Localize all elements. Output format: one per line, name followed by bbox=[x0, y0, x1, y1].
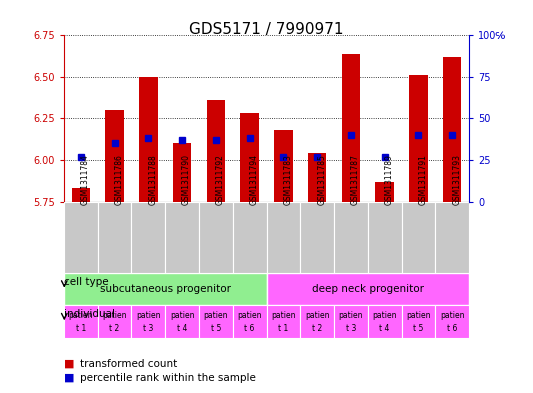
Text: GSM1311784: GSM1311784 bbox=[81, 154, 90, 205]
Bar bbox=[139, 77, 158, 202]
Text: GSM1311783: GSM1311783 bbox=[284, 154, 293, 205]
Bar bbox=[334, 305, 368, 338]
Text: ■: ■ bbox=[64, 358, 75, 369]
Bar bbox=[207, 100, 225, 202]
Bar bbox=[443, 57, 462, 202]
Text: GSM1311786: GSM1311786 bbox=[115, 154, 124, 205]
Text: t 2: t 2 bbox=[109, 324, 120, 333]
Text: patien: patien bbox=[102, 311, 127, 320]
Bar bbox=[266, 202, 300, 273]
Text: subcutaneous progenitor: subcutaneous progenitor bbox=[100, 284, 231, 294]
Bar bbox=[173, 143, 191, 202]
Bar bbox=[368, 202, 401, 273]
Bar bbox=[106, 110, 124, 202]
Text: patien: patien bbox=[237, 311, 262, 320]
Text: GSM1311789: GSM1311789 bbox=[385, 154, 394, 205]
Bar bbox=[132, 202, 165, 273]
Text: transformed count: transformed count bbox=[80, 358, 177, 369]
Text: t 3: t 3 bbox=[143, 324, 154, 333]
Text: GDS5171 / 7990971: GDS5171 / 7990971 bbox=[189, 22, 344, 37]
Text: GSM1311791: GSM1311791 bbox=[418, 154, 427, 205]
Text: t 3: t 3 bbox=[346, 324, 356, 333]
Bar bbox=[435, 305, 469, 338]
Bar bbox=[98, 305, 132, 338]
Bar bbox=[165, 202, 199, 273]
Text: t 4: t 4 bbox=[379, 324, 390, 333]
Bar bbox=[71, 188, 90, 202]
Text: GSM1311794: GSM1311794 bbox=[249, 154, 259, 205]
Text: GSM1311787: GSM1311787 bbox=[351, 154, 360, 205]
Bar bbox=[98, 202, 132, 273]
Bar bbox=[266, 273, 469, 305]
Bar bbox=[266, 305, 300, 338]
Text: GSM1311788: GSM1311788 bbox=[148, 154, 157, 205]
Text: t 1: t 1 bbox=[278, 324, 288, 333]
Text: deep neck progenitor: deep neck progenitor bbox=[312, 284, 424, 294]
Text: patien: patien bbox=[170, 311, 195, 320]
Bar bbox=[300, 305, 334, 338]
Text: t 6: t 6 bbox=[245, 324, 255, 333]
Text: patien: patien bbox=[136, 311, 160, 320]
Text: patien: patien bbox=[406, 311, 431, 320]
Text: GSM1311792: GSM1311792 bbox=[216, 154, 225, 205]
Text: GSM1311790: GSM1311790 bbox=[182, 154, 191, 205]
Text: t 1: t 1 bbox=[76, 324, 86, 333]
Bar bbox=[199, 202, 233, 273]
Text: patien: patien bbox=[305, 311, 329, 320]
Bar bbox=[300, 202, 334, 273]
Text: t 5: t 5 bbox=[211, 324, 221, 333]
Text: patien: patien bbox=[69, 311, 93, 320]
Bar bbox=[368, 305, 401, 338]
Text: ■: ■ bbox=[64, 373, 75, 383]
Text: t 6: t 6 bbox=[447, 324, 457, 333]
Bar bbox=[165, 305, 199, 338]
Text: percentile rank within the sample: percentile rank within the sample bbox=[80, 373, 256, 383]
Bar bbox=[409, 75, 427, 202]
Text: patien: patien bbox=[204, 311, 228, 320]
Text: patien: patien bbox=[440, 311, 464, 320]
Text: cell type: cell type bbox=[64, 277, 109, 287]
Bar bbox=[64, 273, 266, 305]
Bar bbox=[199, 305, 233, 338]
Bar bbox=[233, 202, 266, 273]
Bar bbox=[233, 305, 266, 338]
Bar bbox=[401, 305, 435, 338]
Text: GSM1311793: GSM1311793 bbox=[452, 154, 461, 205]
Text: patien: patien bbox=[338, 311, 363, 320]
Text: patien: patien bbox=[373, 311, 397, 320]
Text: GSM1311785: GSM1311785 bbox=[317, 154, 326, 205]
Text: t 2: t 2 bbox=[312, 324, 322, 333]
Text: individual: individual bbox=[64, 309, 115, 320]
Text: t 5: t 5 bbox=[413, 324, 424, 333]
Text: patien: patien bbox=[271, 311, 296, 320]
Bar bbox=[274, 130, 293, 202]
Bar bbox=[435, 202, 469, 273]
Bar bbox=[64, 202, 98, 273]
Bar bbox=[401, 202, 435, 273]
Bar bbox=[240, 114, 259, 202]
Bar bbox=[132, 305, 165, 338]
Bar bbox=[308, 153, 326, 202]
Text: t 4: t 4 bbox=[177, 324, 187, 333]
Bar bbox=[375, 182, 394, 202]
Bar bbox=[64, 305, 98, 338]
Bar bbox=[334, 202, 368, 273]
Bar bbox=[342, 54, 360, 202]
